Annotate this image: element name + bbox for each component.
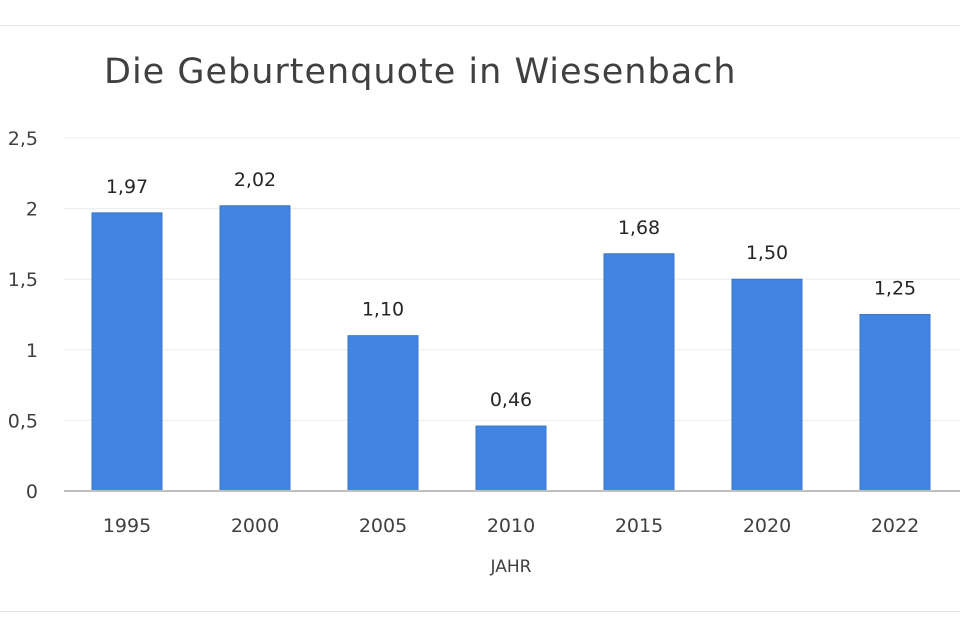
bar-1995 [91, 212, 163, 492]
bar-2022 [859, 314, 931, 492]
bar-2010 [475, 425, 547, 492]
x-tick-label: 2010 [487, 515, 535, 537]
y-tick-label: 0,5 [8, 410, 38, 432]
y-tick-label: 1,5 [8, 269, 38, 291]
x-axis-title: JAHR [490, 557, 532, 577]
x-tick-label: 2005 [359, 515, 407, 537]
x-tick-label: 1995 [103, 515, 151, 537]
bar-2005 [347, 335, 419, 492]
y-tick-label: 2,5 [8, 128, 38, 150]
y-tick-label: 0 [26, 481, 38, 503]
x-tick-label: 2000 [231, 515, 279, 537]
data-label-2020: 1,50 [746, 242, 788, 264]
bar-2015 [603, 253, 675, 492]
frame-top-border [0, 25, 960, 26]
data-label-2010: 0,46 [490, 389, 532, 411]
x-tick-label: 2022 [871, 515, 919, 537]
x-axis-tick-labels: 1995 2000 2005 2010 2015 2020 2022 [103, 515, 919, 537]
data-label-2022: 1,25 [874, 278, 916, 300]
data-label-2005: 1,10 [362, 299, 404, 321]
bar-2000 [219, 205, 291, 492]
x-tick-label: 2015 [615, 515, 663, 537]
gridlines [64, 137, 960, 421]
data-labels: 1,97 2,02 1,10 0,46 1,68 1,50 1,25 [106, 169, 916, 411]
data-label-2015: 1,68 [618, 217, 660, 239]
frame-bottom-border [0, 611, 960, 612]
y-axis-tick-labels: 0 0,5 1 1,5 2 2,5 [8, 128, 38, 503]
chart-title: Die Geburtenquote in Wiesenbach [104, 52, 737, 92]
y-tick-label: 2 [26, 199, 38, 221]
y-tick-label: 1 [26, 340, 38, 362]
data-label-1995: 1,97 [106, 176, 148, 198]
x-tick-label: 2020 [743, 515, 791, 537]
data-label-2000: 2,02 [234, 169, 276, 191]
bar-2020 [731, 278, 803, 492]
bars [91, 205, 931, 492]
